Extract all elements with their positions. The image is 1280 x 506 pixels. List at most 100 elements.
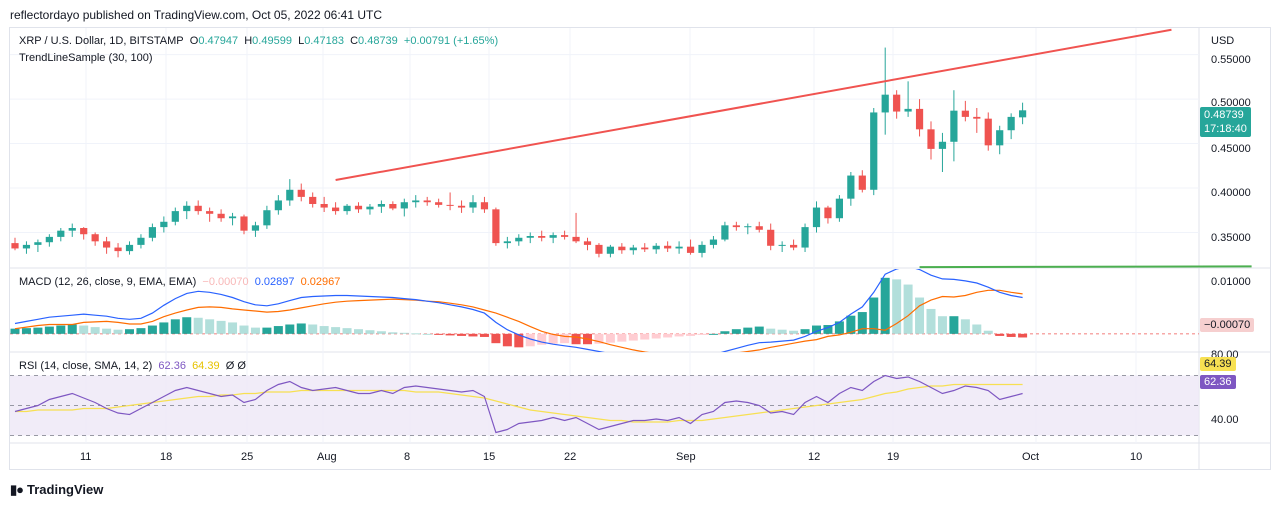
macd-hist-bar-1	[21, 328, 31, 334]
candle-body-81	[938, 141, 947, 149]
candle-body-15	[183, 205, 191, 212]
x-tick-9: 19	[887, 451, 899, 463]
candle-body-49	[572, 236, 580, 242]
x-tick-0: 11	[80, 451, 91, 463]
open-value: 0.47947	[198, 35, 239, 47]
symbol-label: XRP / U.S. Dollar, 1D, BITSTAMP	[19, 35, 184, 47]
candle-body-32	[377, 204, 385, 207]
candle-body-80	[927, 129, 935, 149]
macd-hist-bar-47	[548, 333, 558, 344]
trendline-0	[335, 28, 1172, 181]
chart-frame	[9, 27, 1271, 470]
candle-body-16	[194, 205, 202, 212]
price-tick-0: 0.55000	[1211, 54, 1251, 66]
candle-body-84	[973, 116, 981, 119]
bar-countdown: 17:18:40	[1204, 123, 1247, 135]
macd-pane	[10, 269, 1199, 352]
candle-body-56	[652, 245, 660, 250]
macd-hist-bar-70	[812, 325, 821, 334]
last-price-badge: 0.48739 17:18:40	[1200, 107, 1251, 137]
candle-body-41	[480, 202, 489, 210]
macd-hist-bar-21	[250, 327, 260, 334]
candle-body-37	[435, 202, 443, 205]
macd-hist-bar-67	[777, 329, 787, 334]
candle-body-7	[91, 234, 99, 242]
macd-hist-bar-82	[949, 316, 959, 334]
candle-body-6	[80, 228, 88, 235]
macd-tick-0: 0.01000	[1211, 276, 1251, 288]
macd-hist-bar-60	[697, 333, 707, 335]
candle-body-40	[469, 202, 477, 208]
macd-hist-bar-28	[331, 327, 341, 334]
macd-hist-bar-20	[239, 325, 249, 334]
macd-hist-bar-30	[354, 329, 363, 334]
macd-legend-label: MACD (12, 26, close, 9, EMA, EMA)	[19, 276, 197, 288]
candle-body-19	[228, 216, 237, 219]
change-value: +0.00791 (+1.65%)	[403, 35, 499, 47]
candle-body-88	[1019, 110, 1027, 118]
macd-hist-bar-77	[892, 279, 902, 334]
rsi-ma-value: 64.39	[192, 360, 220, 372]
macd-hist-bar-87	[1006, 333, 1016, 337]
candle-body-62	[721, 225, 729, 240]
macd-hist-bar-27	[319, 326, 329, 334]
candle-body-35	[412, 200, 420, 203]
price-tick-3: 0.40000	[1211, 187, 1251, 199]
macd-hist-bar-45	[525, 333, 535, 347]
macd-hist-bar-13	[159, 322, 169, 334]
macd-hist-bar-63	[731, 329, 741, 334]
candle-body-69	[801, 227, 809, 248]
indicator-legend: TrendLineSample (30, 100)	[19, 52, 153, 64]
candle-body-82	[950, 110, 958, 142]
macd-hist-bar-85	[983, 330, 993, 334]
candle-body-46	[538, 236, 546, 238]
macd-hist-bar-40	[468, 333, 478, 337]
candle-body-44	[515, 237, 523, 242]
candle-body-13	[160, 221, 168, 228]
rsi-ma-line	[15, 383, 1023, 423]
candle-body-25	[297, 189, 305, 197]
candle-body-87	[1007, 116, 1015, 131]
macd-hist-bar-22	[262, 327, 272, 334]
macd-hist-bar-7	[90, 327, 100, 334]
macd-hist-bar-72	[834, 321, 844, 334]
candle-body-71	[824, 207, 832, 219]
macd-hist-bar-55	[640, 333, 650, 340]
macd-hist-bar-61	[708, 333, 718, 335]
candle-body-3	[45, 236, 53, 243]
macd-hist-bar-54	[628, 333, 638, 341]
candle-body-17	[206, 211, 214, 214]
macd-hist-bar-38	[445, 333, 455, 336]
macd-hist-bar-69	[800, 329, 810, 334]
candle-body-70	[812, 207, 821, 228]
tradingview-logo[interactable]: ▮● TradingView	[10, 482, 103, 498]
candle-body-0	[11, 243, 19, 249]
macd-hist-bar-44	[514, 333, 524, 348]
macd-hist-bar-53	[617, 333, 627, 342]
open-key: O	[189, 35, 199, 47]
candle-body-53	[618, 246, 626, 251]
macd-hist-bar-43	[502, 333, 512, 347]
macd-hist-bar-39	[457, 333, 467, 336]
macd-hist-bar-51	[594, 333, 604, 344]
macd-hist-bar-32	[376, 331, 386, 334]
macd-hist-bar-33	[388, 332, 398, 334]
candle-body-27	[320, 204, 328, 208]
candle-body-78	[904, 108, 912, 112]
macd-hist-bar-31	[365, 330, 375, 334]
macd-hist-bar-76	[880, 277, 890, 334]
x-tick-7: Sep	[676, 451, 696, 463]
macd-hist-bar-81	[937, 316, 947, 334]
candle-body-39	[457, 205, 466, 208]
macd-hist-bar-36	[422, 333, 432, 335]
x-tick-8: 12	[808, 451, 820, 463]
candle-body-23	[274, 200, 282, 211]
candle-body-34	[400, 202, 408, 209]
macd-hist-bar-8	[102, 328, 112, 334]
macd-hist-bar-58	[674, 333, 684, 337]
candle-body-5	[68, 228, 76, 231]
macd-hist-bar-23	[273, 326, 283, 334]
candle-body-36	[423, 200, 431, 203]
macd-hist-bar-86	[995, 333, 1005, 336]
